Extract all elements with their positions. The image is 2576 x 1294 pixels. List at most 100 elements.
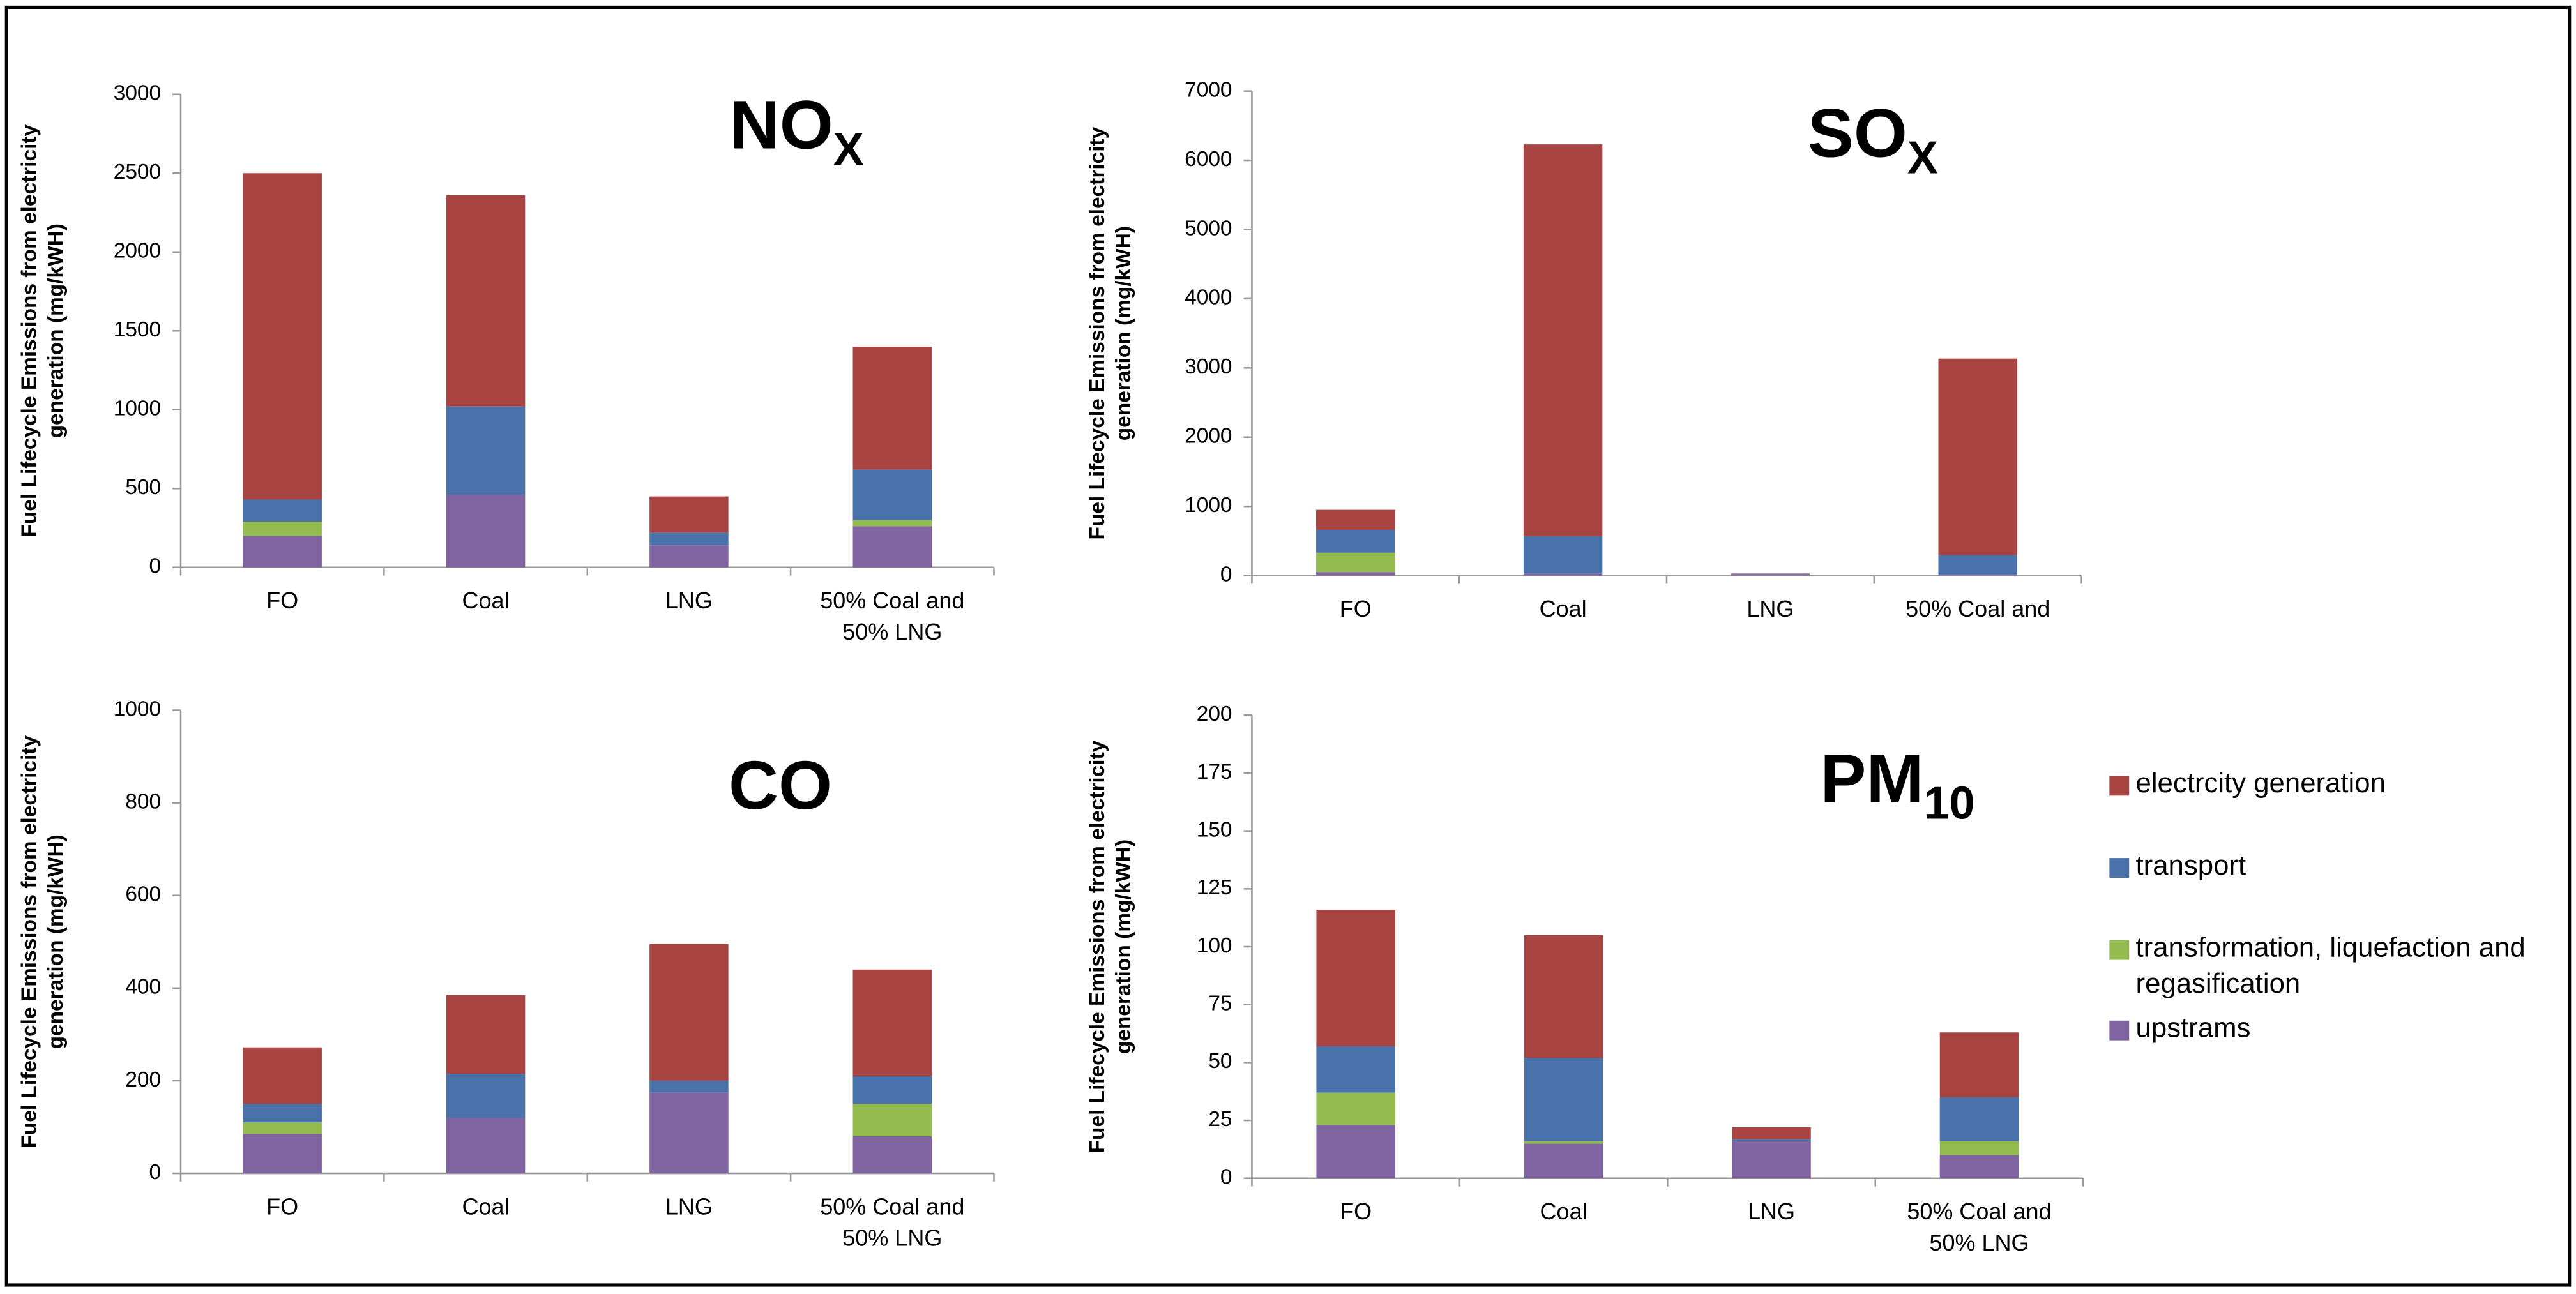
y-tick-label: 175 [1197,760,1232,784]
y-tick-label: 7000 [1185,78,1232,102]
x-tick-label: Coal [1540,1198,1587,1224]
bar-segment [1316,572,1395,576]
y-axis-label: Fuel Lifecycle Emissions from electricit… [18,124,68,538]
bar-segment [1939,1155,2019,1178]
bar-segment [1316,1046,1395,1093]
x-tick-label-line: 50% Coal and [1907,1198,2051,1224]
bar-segment [1524,1058,1603,1141]
bar-segment [649,944,729,1081]
bar-segment [1524,1141,1603,1144]
x-tick-label: FO [1340,1198,1372,1224]
bar-segment [649,1080,729,1093]
bar-segment [243,1104,322,1123]
bar-segment [1523,144,1603,536]
y-axis-label-line: Fuel Lifecycle Emissions from electricit… [18,735,42,1148]
x-tick-label: 50% Coal and 50% LNG [820,587,964,645]
y-tick-label: 75 [1208,992,1232,1016]
y-tick-label: 50 [1208,1049,1232,1073]
y-tick-label: 200 [1197,702,1232,726]
y-tick-label: 0 [149,1161,162,1184]
x-tick-label-line: 50% Coal and [1905,596,2050,622]
legend-label: transport [2135,850,2246,882]
x-tick-label-line: 50% LNG [1929,1230,2029,1256]
y-tick-label: 0 [1220,1166,1232,1189]
x-tick-label: Coal [1540,596,1587,622]
bar-segment [1938,358,2017,555]
bar-segment [243,1122,322,1134]
x-tick-label-line: 50% Coal and [820,587,964,613]
y-axis-label-line: Fuel Lifecycle Emissions from electricit… [1086,740,1109,1153]
legend-entry: electrcity generation [2135,767,2386,799]
y-axis-label: Fuel Lifecycle Emissions from electricit… [1086,740,1135,1153]
chart-title-main: SO [1808,94,1907,172]
bar-segment [852,1104,932,1137]
bar-segment [649,496,729,533]
legend-swatch [2109,1020,2130,1041]
y-tick-label: 3000 [1185,355,1232,379]
bar-segment [1732,1127,1811,1140]
chart-title-subscript: X [1907,132,1938,183]
chart-title-subscript: X [833,124,864,175]
bar-segment [649,532,729,546]
y-tick-label: 1500 [114,318,161,342]
bar-segment [1939,1141,2019,1155]
legend-label: upstrams [2135,1012,2251,1044]
legend-entry: transformation, liquefaction and regasif… [2136,932,2526,999]
y-tick-label: 400 [125,975,161,999]
bar-segment [243,499,322,522]
bar-segment [1524,1143,1603,1178]
legend-swatch [2109,940,2130,960]
y-tick-label: 2000 [114,239,161,263]
bar-segment [1316,1125,1395,1178]
bar-segment [1731,573,1810,574]
y-axis-label-line: Fuel Lifecycle Emissions from electricit… [18,124,42,538]
x-tick-label: LNG [1746,596,1794,622]
bar-segment [1731,573,1810,575]
bar-segment [1732,1141,1811,1178]
bar-segment [1939,1032,2019,1097]
chart-title-main: PM [1820,740,1923,817]
y-tick-label: 2000 [1185,425,1232,448]
y-axis-label-line: Fuel Lifecycle Emissions from electricit… [1086,126,1109,539]
bar-segment [852,1076,932,1104]
bar-segment [852,1136,932,1174]
y-tick-label: 0 [1220,562,1232,586]
y-tick-label: 200 [125,1068,161,1092]
x-tick-label: LNG [665,1193,713,1219]
bar-segment [1523,536,1603,574]
bar-segment [1316,530,1395,553]
bar-segment [446,1074,526,1118]
bar-segment [1731,574,1810,576]
y-tick-label: 1000 [1185,493,1232,517]
legend-entry: transport [2135,850,2246,882]
bar-segment [1316,909,1395,1047]
y-tick-label: 600 [125,883,161,907]
chart-title-main: CO [729,746,832,824]
bar-segment [243,1047,322,1104]
bar-segment [649,545,729,568]
x-tick-label-line: 50% Coal and [820,1193,964,1219]
x-tick-label: 50% Coal and 50% LNG [820,1193,964,1251]
bar-segment [1938,574,2017,576]
chart-title: PM10 [1820,740,1974,829]
y-axis-label-line: generation (mg/kWH) [1112,226,1135,440]
bar-segment [852,469,932,520]
x-tick-label: FO [266,587,298,613]
x-tick-label: LNG [1748,1198,1795,1224]
bar-segment [852,526,932,568]
x-tick-label: 50% Coal and [1905,596,2050,622]
chart-title: SOX [1808,94,1938,184]
y-axis-label-line: generation (mg/kWH) [44,834,68,1049]
bar-segment [243,536,322,568]
y-tick-label: 6000 [1185,147,1232,171]
x-tick-label: Coal [462,587,510,613]
y-tick-label: 3000 [114,82,161,105]
bar-segment [852,969,932,1076]
bar-segment [1316,1092,1395,1125]
bar-segment [1316,509,1395,530]
chart-title: CO [729,746,832,824]
y-tick-label: 25 [1208,1108,1232,1131]
legend-label: electrcity generation [2135,767,2386,799]
y-tick-label: 100 [1197,934,1232,958]
